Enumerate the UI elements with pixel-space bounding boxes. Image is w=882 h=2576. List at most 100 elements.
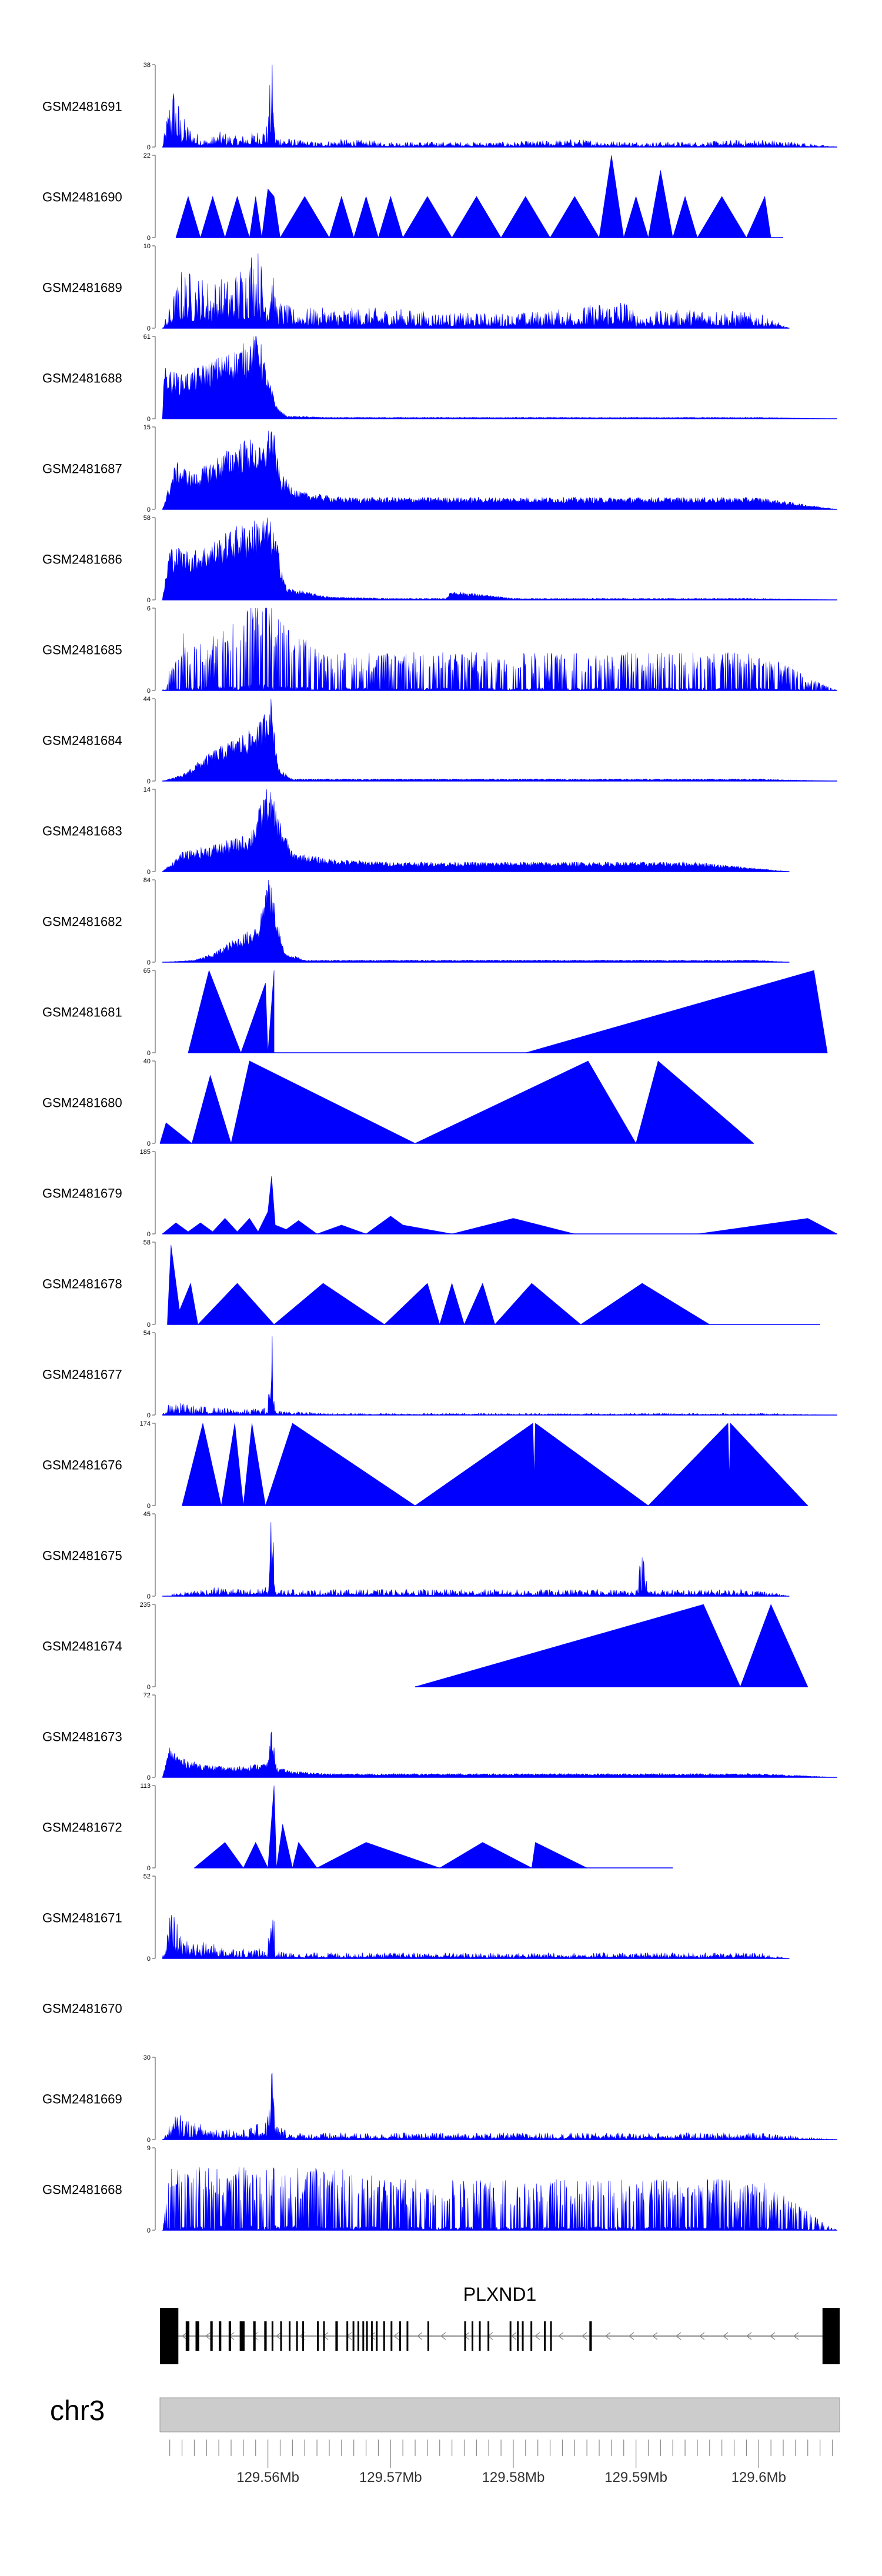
strand-chevron: [205, 2332, 211, 2340]
y-tick-zero: 0: [147, 959, 151, 966]
exon-block: [376, 2321, 378, 2351]
y-tick-max: 14: [143, 786, 151, 793]
exon-block: [289, 2321, 291, 2351]
track-label: GSM2481686: [42, 552, 122, 567]
track-label: GSM2481670: [42, 2001, 122, 2016]
chromosome-band: [159, 2397, 840, 2432]
track-label: GSM2481691: [42, 99, 122, 114]
coverage-area: [162, 1522, 790, 1597]
exon-block: [370, 2321, 373, 2351]
strand-chevron: [628, 2332, 634, 2340]
coverage-area: [167, 1244, 820, 1326]
axis-tick-label: 129.6Mb: [731, 2470, 786, 2485]
coverage-area: [162, 698, 837, 782]
y-tick-max: 54: [143, 1330, 151, 1337]
exon-block: [366, 2321, 368, 2351]
coverage-area: [162, 608, 837, 691]
coverage-area: [162, 879, 790, 963]
exon-block: [352, 2321, 355, 2351]
axis-tick-label: 129.57Mb: [359, 2470, 422, 2485]
track-GSM2481674: GSM2481674 235 0: [42, 1601, 808, 1691]
track-GSM2481670: GSM2481670: [42, 2001, 122, 2016]
exon-block: [390, 2321, 393, 2351]
coverage-area: [415, 1604, 808, 1687]
strand-chevron: [181, 2332, 188, 2340]
exon-block: [406, 2321, 409, 2351]
exon-block: [550, 2321, 552, 2351]
track-label: GSM2481672: [42, 1820, 122, 1835]
track-GSM2481685: GSM2481685 6 0: [42, 605, 837, 695]
y-tick-zero: 0: [147, 506, 151, 513]
strand-chevron: [510, 2332, 517, 2340]
y-tick-max: 9: [147, 2145, 151, 2152]
exon-block: [544, 2321, 546, 2351]
y-tick-max: 6: [147, 605, 151, 612]
exon-block: [219, 2321, 222, 2351]
y-tick-zero: 0: [147, 2137, 151, 2144]
strand-chevron: [557, 2332, 564, 2340]
exon-block: [589, 2321, 592, 2351]
exon-block: [296, 2321, 298, 2351]
coverage-area: [162, 1176, 837, 1234]
coverage-area: [162, 1914, 790, 1959]
track-label: GSM2481671: [42, 1911, 122, 1926]
exon-block: [264, 2321, 267, 2351]
exon-block: [271, 2321, 273, 2351]
track-label: GSM2481669: [42, 2092, 122, 2107]
y-tick-max: 113: [140, 1783, 151, 1790]
exon-block: [383, 2321, 385, 2351]
y-tick-zero: 0: [147, 235, 151, 242]
strand-chevron: [793, 2332, 799, 2340]
track-label: GSM2481678: [42, 1277, 122, 1292]
track-GSM2481684: GSM2481684 44 0: [42, 696, 837, 785]
y-tick-zero: 0: [147, 416, 151, 423]
exon-block: [280, 2321, 282, 2351]
y-tick-max: 72: [143, 1692, 151, 1699]
y-tick-zero: 0: [147, 778, 151, 785]
y-tick-zero: 0: [147, 597, 151, 604]
track-label: GSM2481679: [42, 1186, 122, 1201]
chromosome-axis-track: chr3 129.56Mb 129.57Mb 129.58Mb 129.59Mb 129.…: [50, 2395, 840, 2485]
axis-tick-label: 129.59Mb: [604, 2470, 667, 2485]
strand-chevron: [699, 2332, 705, 2340]
track-GSM2481668: GSM2481668 9 0: [42, 2145, 837, 2234]
y-tick-max: 61: [143, 333, 151, 341]
gene-name: PLXND1: [463, 2284, 537, 2305]
track-GSM2481677: GSM2481677 54 0: [42, 1330, 837, 1419]
strand-chevron: [275, 2332, 282, 2340]
track-label: GSM2481684: [42, 733, 122, 748]
strand-chevron: [769, 2332, 776, 2340]
y-tick-zero: 0: [147, 1231, 151, 1238]
y-tick-max: 65: [143, 967, 151, 975]
y-tick-zero: 0: [147, 1865, 151, 1872]
y-tick-max: 40: [143, 1058, 151, 1065]
track-GSM2481689: GSM2481689 10 0: [42, 243, 790, 332]
y-tick-max: 22: [143, 152, 151, 159]
track-label: GSM2481681: [42, 1005, 122, 1020]
y-tick-zero: 0: [147, 1956, 151, 1963]
y-tick-zero: 0: [147, 2227, 151, 2234]
coverage-area: [162, 517, 837, 600]
track-label: GSM2481683: [42, 824, 122, 839]
y-tick-zero: 0: [147, 1050, 151, 1057]
track-label: GSM2481689: [42, 281, 122, 295]
track-label: GSM2481682: [42, 915, 122, 929]
y-tick-max: 10: [143, 243, 151, 250]
exon-block: [509, 2321, 512, 2351]
y-tick-max: 84: [143, 877, 151, 884]
strand-chevron: [581, 2332, 587, 2340]
exon-block: [346, 2321, 349, 2351]
exon-block: [228, 2321, 232, 2351]
coverage-area: [162, 2073, 837, 2140]
exon-block: [160, 2308, 179, 2364]
strand-chevron: [652, 2332, 658, 2340]
strand-chevron: [534, 2332, 540, 2340]
coverage-area: [182, 1423, 808, 1506]
track-label: GSM2481688: [42, 371, 122, 386]
coverage-area: [159, 1060, 754, 1144]
strand-chevron: [440, 2332, 446, 2340]
exon-block: [479, 2321, 481, 2351]
y-tick-max: 15: [143, 424, 151, 431]
strand-chevron: [393, 2332, 399, 2340]
